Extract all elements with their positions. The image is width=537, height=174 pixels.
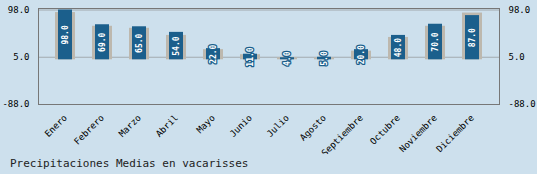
svg-text:69.0: 69.0	[98, 32, 107, 51]
svg-text:22.0: 22.0	[209, 44, 218, 63]
svg-text:Junio: Junio	[228, 113, 254, 139]
svg-text:5.0: 5.0	[13, 52, 29, 62]
svg-text:98.0: 98.0	[509, 5, 531, 15]
svg-text:Abril: Abril	[154, 113, 180, 139]
svg-text:87.0: 87.0	[468, 28, 477, 47]
svg-text:Enero: Enero	[43, 113, 69, 139]
svg-text:98.0: 98.0	[61, 25, 70, 44]
svg-text:5.0: 5.0	[509, 52, 525, 62]
svg-text:Octubre: Octubre	[368, 113, 402, 147]
svg-text:Marzo: Marzo	[117, 113, 143, 139]
svg-text:48.0: 48.0	[394, 38, 403, 57]
svg-text:54.0: 54.0	[172, 36, 181, 55]
html-text:Precipitaciones Medias en vaca: Precipitaciones Medias en vacarisses	[10, 157, 249, 170]
svg-text:Julio: Julio	[265, 113, 291, 139]
svg-text:4.0: 4.0	[283, 51, 292, 66]
svg-text:Febrero: Febrero	[72, 113, 106, 147]
svg-text:-88.0: -88.0	[509, 99, 536, 109]
svg-text:Diciembre: Diciembre	[434, 113, 476, 154]
svg-text:Mayo: Mayo	[195, 113, 217, 135]
svg-text:-88.0: -88.0	[2, 99, 29, 109]
svg-text:Agosto: Agosto	[298, 113, 328, 143]
svg-text:70.0: 70.0	[431, 32, 440, 51]
svg-text:65.0: 65.0	[135, 33, 144, 52]
svg-text:Septiembre: Septiembre	[320, 113, 365, 154]
svg-text:20.0: 20.0	[357, 45, 366, 64]
svg-text:5.0: 5.0	[320, 51, 329, 66]
svg-text:98.0: 98.0	[8, 5, 30, 15]
svg-text:11.0: 11.0	[246, 47, 255, 66]
svg-text:Noviembre: Noviembre	[397, 113, 439, 154]
